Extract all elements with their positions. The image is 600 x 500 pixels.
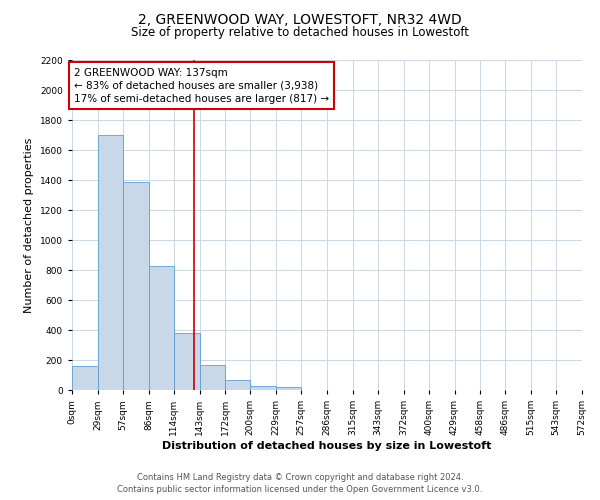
Text: Contains HM Land Registry data © Crown copyright and database right 2024.
Contai: Contains HM Land Registry data © Crown c… xyxy=(118,472,482,494)
Bar xyxy=(98,135,123,390)
Bar xyxy=(199,365,226,390)
Bar xyxy=(123,182,149,390)
X-axis label: Distribution of detached houses by size in Lowestoft: Distribution of detached houses by size … xyxy=(163,441,491,451)
Text: 2, GREENWOOD WAY, LOWESTOFT, NR32 4WD: 2, GREENWOOD WAY, LOWESTOFT, NR32 4WD xyxy=(138,12,462,26)
Bar xyxy=(173,333,199,390)
Bar xyxy=(149,266,173,390)
Text: 2 GREENWOOD WAY: 137sqm
← 83% of detached houses are smaller (3,938)
17% of semi: 2 GREENWOOD WAY: 137sqm ← 83% of detache… xyxy=(74,68,329,104)
Bar xyxy=(276,387,301,390)
Y-axis label: Number of detached properties: Number of detached properties xyxy=(25,138,34,312)
Bar xyxy=(72,366,98,390)
Bar xyxy=(226,380,250,390)
Text: Size of property relative to detached houses in Lowestoft: Size of property relative to detached ho… xyxy=(131,26,469,39)
Bar xyxy=(250,386,276,390)
